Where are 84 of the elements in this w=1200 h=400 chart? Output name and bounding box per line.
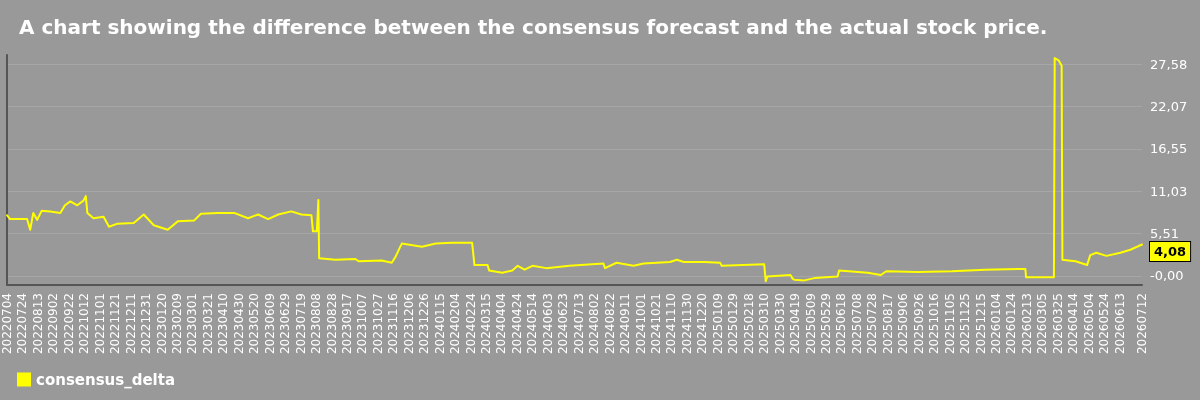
x-tick-label: 20240911 bbox=[618, 293, 633, 355]
x-tick-label: 20260213 bbox=[1019, 293, 1034, 355]
x-tick-label: 20251125 bbox=[958, 293, 973, 355]
x-tick-label: 20221101 bbox=[92, 293, 107, 355]
x-tick-label: 20250926 bbox=[911, 293, 926, 355]
line-series bbox=[6, 57, 1143, 283]
y-tick-label: 22,07 bbox=[1150, 99, 1188, 115]
x-tick-label: 20230917 bbox=[339, 293, 354, 355]
x-tick-label: 20230321 bbox=[200, 293, 215, 355]
x-tick-label: 20260414 bbox=[1066, 293, 1081, 355]
x-tick-label: 20230301 bbox=[185, 293, 200, 355]
x-tick-label: 20250109 bbox=[710, 293, 725, 355]
x-tick-label: 20231007 bbox=[355, 293, 370, 355]
x-tick-label: 20220902 bbox=[46, 293, 61, 355]
x-tick-label: 20260504 bbox=[1081, 293, 1096, 355]
x-tick-label: 20251215 bbox=[973, 293, 988, 355]
x-tick-label: 20250310 bbox=[757, 293, 772, 355]
x-tick-label: 20250330 bbox=[772, 293, 787, 355]
x-tick-label: 20260305 bbox=[1035, 293, 1050, 355]
x-tick-label: 20250817 bbox=[880, 293, 895, 355]
x-tick-label: 20240623 bbox=[556, 293, 571, 355]
x-tick-label: 20220922 bbox=[61, 293, 76, 355]
x-tick-label: 20240315 bbox=[479, 293, 494, 355]
x-tick-label: 20240404 bbox=[494, 293, 509, 355]
x-tick-label: 20231116 bbox=[386, 293, 401, 355]
x-tick-label: 20230209 bbox=[169, 293, 184, 355]
x-tick-label: 20241110 bbox=[664, 293, 679, 355]
x-tick-label: 20230430 bbox=[231, 293, 246, 355]
x-tick-label: 20240115 bbox=[432, 293, 447, 355]
x-tick-label: 20220813 bbox=[30, 293, 45, 355]
x-tick-label: 20251105 bbox=[942, 293, 957, 355]
x-tick-label: 20260124 bbox=[1004, 293, 1019, 355]
x-tick-label: 20240424 bbox=[509, 293, 524, 355]
x-tick-label: 20250728 bbox=[865, 293, 880, 355]
x-tick-label: 20240204 bbox=[448, 293, 463, 355]
x-tick-label: 20221231 bbox=[139, 293, 154, 355]
y-tick-label: -0,00 bbox=[1150, 268, 1184, 284]
x-tick-label: 20240802 bbox=[587, 293, 602, 355]
y-tick-label: 16,55 bbox=[1150, 141, 1188, 157]
y-tick-label: 5,51 bbox=[1150, 226, 1179, 242]
x-tick-label: 20251016 bbox=[927, 293, 942, 355]
x-tick-label: 20250618 bbox=[834, 293, 849, 355]
x-tick-label: 20241130 bbox=[679, 293, 694, 355]
x-tick-label: 20260613 bbox=[1112, 293, 1127, 355]
x-tick-label: 20230629 bbox=[278, 293, 293, 355]
x-tick-label: 20240224 bbox=[463, 293, 478, 355]
y-tick-label: 27,58 bbox=[1150, 56, 1188, 72]
x-tick-label: 20221211 bbox=[123, 293, 138, 355]
data-label: 4,08 bbox=[1154, 244, 1187, 260]
x-tick-label: 20250419 bbox=[788, 293, 803, 355]
x-tick-label: 20231206 bbox=[401, 293, 416, 355]
x-tick-label: 20241220 bbox=[695, 293, 710, 355]
x-tick-label: 20240603 bbox=[540, 293, 555, 355]
x-tick-label: 20250218 bbox=[741, 293, 756, 355]
x-tick-label: 20240713 bbox=[571, 293, 586, 355]
x-tick-label: 20260325 bbox=[1050, 293, 1065, 355]
x-tick-label: 20240514 bbox=[525, 293, 540, 355]
x-tick-label: 20230808 bbox=[309, 293, 324, 355]
x-tick-label: 20250906 bbox=[896, 293, 911, 355]
x-tick-label: 20260524 bbox=[1097, 293, 1112, 355]
x-tick-label: 20230719 bbox=[293, 293, 308, 355]
x-tick-label: 20231027 bbox=[370, 293, 385, 355]
x-tick-label: 20250509 bbox=[803, 293, 818, 355]
x-tick-label: 20230120 bbox=[154, 293, 169, 355]
x-tick-label: 20250708 bbox=[849, 293, 864, 355]
x-tick-label: 20220704 bbox=[0, 293, 14, 355]
x-tick-label: 20220724 bbox=[15, 293, 30, 355]
x-tick-label: 20250129 bbox=[726, 293, 741, 355]
x-tick-label: 20230609 bbox=[262, 293, 277, 355]
chart-title: A chart showing the difference between the consensus forecast and the actual stock price. bbox=[19, 15, 1048, 39]
x-tick-label: 20260712 bbox=[1135, 293, 1149, 355]
x-tick-label: 20260104 bbox=[988, 293, 1003, 355]
x-tick-label: 20230828 bbox=[324, 293, 339, 355]
x-tick-label: 20230520 bbox=[247, 293, 262, 355]
x-tick-label: 20241021 bbox=[649, 293, 664, 355]
x-tick-label: 20241001 bbox=[633, 293, 648, 355]
legend-label: consensus_delta bbox=[36, 370, 176, 389]
x-tick-label: 20221012 bbox=[77, 293, 92, 355]
x-tick-label: 20230410 bbox=[216, 293, 231, 355]
x-tick-label: 20221121 bbox=[108, 293, 123, 355]
y-tick-label: 11,03 bbox=[1150, 183, 1188, 199]
x-tick-label: 20240822 bbox=[602, 293, 617, 355]
x-tick-label: 20231226 bbox=[417, 293, 432, 355]
x-tick-label: 20250529 bbox=[818, 293, 833, 355]
